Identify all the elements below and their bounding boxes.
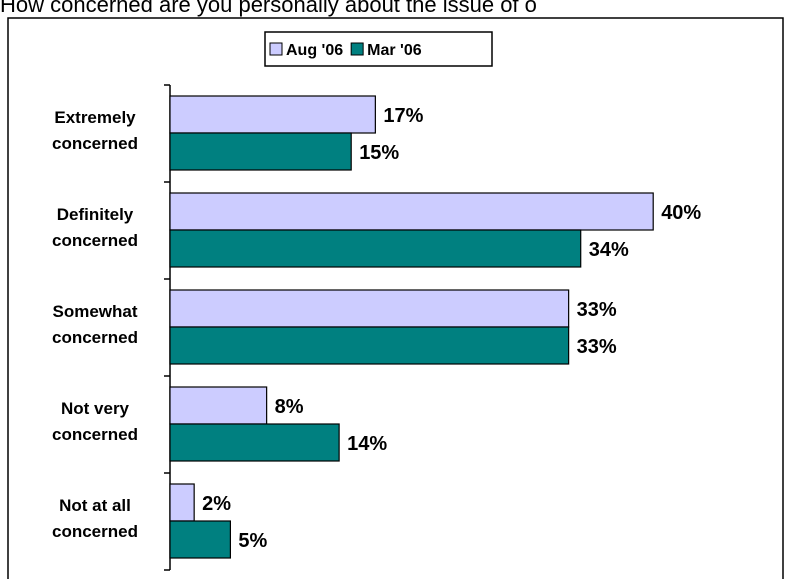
value-label: 8% bbox=[275, 396, 304, 418]
value-label: 15% bbox=[359, 142, 399, 164]
bar bbox=[169, 132, 352, 171]
chart-title: How concerned are you personally about t… bbox=[0, 0, 537, 17]
bar bbox=[169, 95, 376, 134]
value-label: 33% bbox=[577, 336, 617, 358]
legend-label: Mar '06 bbox=[367, 42, 422, 59]
bar bbox=[169, 520, 232, 559]
value-label: 5% bbox=[238, 530, 267, 552]
value-label: 17% bbox=[383, 105, 423, 127]
category-label: Not at all concerned bbox=[52, 496, 138, 541]
bar bbox=[169, 483, 195, 522]
value-label: 40% bbox=[661, 202, 701, 224]
category-label: Extremely concerned bbox=[52, 108, 138, 153]
bar bbox=[169, 192, 654, 231]
value-label: 33% bbox=[577, 299, 617, 321]
category-label: Not very concerned bbox=[52, 399, 138, 444]
bar bbox=[169, 289, 570, 328]
bar bbox=[169, 386, 268, 425]
legend-swatch bbox=[269, 42, 283, 56]
value-label: 14% bbox=[347, 433, 387, 455]
chart-frame bbox=[7, 17, 784, 579]
legend-box bbox=[264, 31, 493, 67]
category-label: Definitely concerned bbox=[52, 205, 138, 250]
value-label: 34% bbox=[589, 239, 629, 261]
bar bbox=[169, 423, 340, 462]
category-label: Somewhat concerned bbox=[52, 302, 138, 347]
legend-label: Aug '06 bbox=[286, 42, 343, 59]
bar bbox=[169, 229, 582, 268]
bar bbox=[169, 326, 570, 365]
legend-swatch bbox=[350, 42, 364, 56]
value-label: 2% bbox=[202, 493, 231, 515]
